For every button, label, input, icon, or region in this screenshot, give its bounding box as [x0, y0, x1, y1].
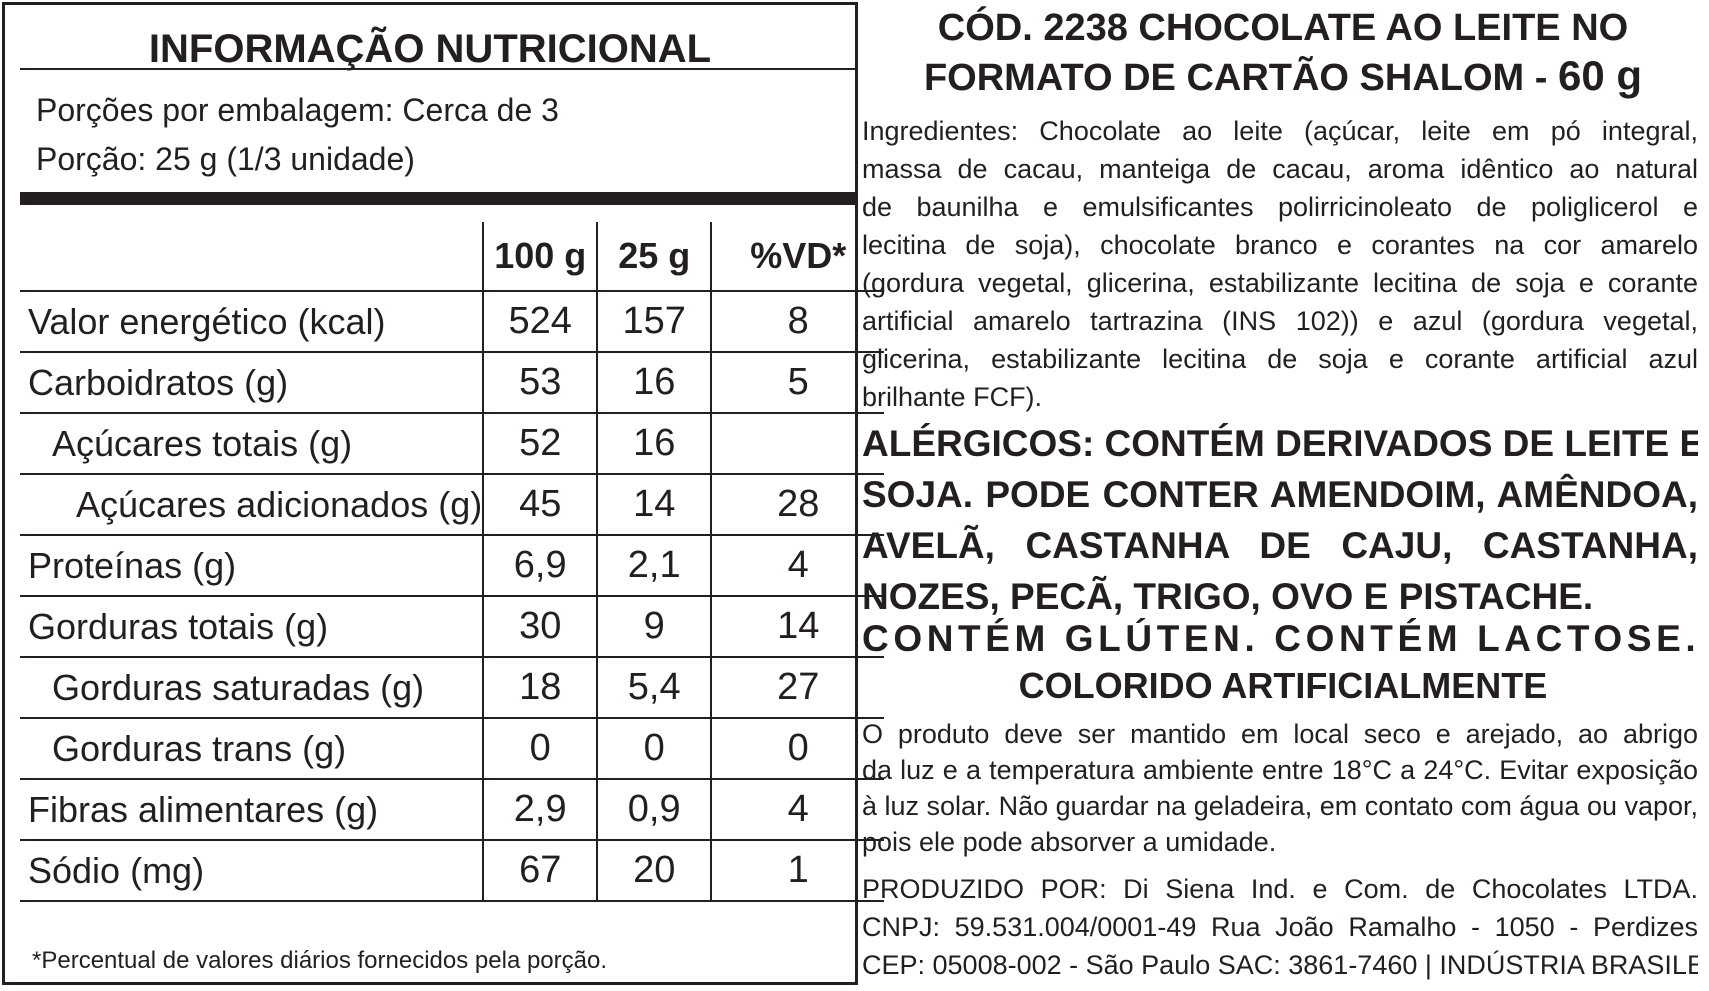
row-value-vd: [710, 412, 885, 475]
servings-per-package: Porções por embalagem: Cerca de 3: [36, 92, 559, 128]
artificial-color-notice: COLORIDO ARTIFICIALMENTE: [1018, 665, 1548, 706]
producer-line: CNPJ: 59.531.004/0001-49 Rua João Ramalh…: [862, 912, 1698, 942]
ingredients-line: (gordura vegetal, glicerina, estabilizan…: [862, 268, 1698, 298]
storage-line: pois ele pode absorver a umidade.: [862, 827, 1277, 857]
header-vd: %VD*: [710, 222, 885, 292]
table-row: Açúcares totais (g) 52 16: [20, 412, 885, 475]
row-value-100g: 18: [482, 656, 599, 719]
row-value-100g: 45: [482, 473, 599, 536]
ingredients-line: brilhante FCF).: [862, 382, 1043, 412]
table-row: Carboidratos (g) 53 16 5: [20, 351, 885, 414]
row-label-sodium: Sódio (mg): [20, 839, 485, 902]
row-label-protein: Proteínas (g): [20, 534, 485, 597]
ingredients-line: lecitina de soja), chocolate branco e co…: [862, 230, 1698, 260]
table-row: Gorduras saturadas (g) 18 5,4 27: [20, 656, 885, 719]
serving-divider: [20, 192, 857, 205]
header-100g: 100 g: [482, 222, 599, 292]
ingredients-block: Ingredientes: Chocolate ao leite (açúcar…: [862, 112, 1698, 416]
row-value-25g: 157: [596, 290, 713, 353]
nutrition-title: INFORMAÇÃO NUTRICIONAL: [148, 27, 712, 71]
ingredients-line: artificial amarelo tartrazina (INS 102))…: [862, 306, 1698, 336]
allergens-line: ALÉRGICOS: CONTÉM DERIVADOS DE LEITE E: [862, 423, 1698, 464]
row-value-25g: 0: [596, 717, 713, 780]
table-row: Sódio (mg) 67 20 1: [20, 839, 885, 902]
table-row: Gorduras trans (g) 0 0 0: [20, 717, 885, 780]
row-value-100g: 67: [482, 839, 599, 902]
row-value-vd: 8: [710, 290, 885, 353]
ingredients-line: Ingredientes: Chocolate ao leite (açúcar…: [862, 116, 1698, 146]
storage-line: da luz e a temperatura ambiente entre 18…: [862, 755, 1698, 785]
product-title: CÓD. 2238 CHOCOLATE AO LEITE NO FORMATO …: [862, 4, 1704, 102]
allergens-line: NOZES, PECÃ, TRIGO, OVO E PISTACHE.: [862, 576, 1594, 617]
row-value-100g: 6,9: [482, 534, 599, 597]
product-weight: 60 g: [1557, 52, 1643, 99]
serving-size: Porção: 25 g (1/3 unidade): [36, 141, 415, 177]
row-value-25g: 0,9: [596, 778, 713, 841]
row-value-25g: 9: [596, 595, 713, 658]
row-value-100g: 53: [482, 351, 599, 414]
allergens-line: SOJA. PODE CONTER AMENDOIM, AMÊNDOA,: [862, 474, 1698, 515]
row-label-trans-fat: Gorduras trans (g): [20, 717, 485, 780]
product-title-line-2: FORMATO DE CARTÃO SHALOM - 60 g: [862, 52, 1704, 102]
row-value-100g: 52: [482, 412, 599, 475]
producer-info: PRODUZIDO POR: Di Siena Ind. e Com. de C…: [862, 870, 1698, 984]
row-value-25g: 16: [596, 412, 713, 475]
row-value-25g: 5,4: [596, 656, 713, 719]
row-label-saturated-fat: Gorduras saturadas (g): [20, 656, 485, 719]
product-title-line-1: CÓD. 2238 CHOCOLATE AO LEITE NO: [937, 7, 1629, 49]
table-row: Açúcares adicionados (g) 45 14 28: [20, 473, 885, 536]
row-label-added-sugars: Açúcares adicionados (g): [20, 473, 485, 536]
row-label-fiber: Fibras alimentares (g): [20, 778, 485, 841]
row-label-carbs: Carboidratos (g): [20, 351, 485, 414]
nutrition-header-row: 100 g 25 g %VD*: [20, 222, 885, 292]
storage-instructions: O produto deve ser mantido em local seco…: [862, 716, 1698, 860]
row-value-100g: 30: [482, 595, 599, 658]
table-row: Valor energético (kcal) 524 157 8: [20, 290, 885, 353]
allergens-line: AVELÃ, CASTANHA DE CAJU, CASTANHA,: [862, 525, 1698, 566]
header-nutrient: [20, 222, 485, 292]
row-value-vd: 14: [710, 595, 885, 658]
header-25g: 25 g: [596, 222, 713, 292]
row-value-25g: 16: [596, 351, 713, 414]
table-row: Fibras alimentares (g) 2,9 0,9 4: [20, 778, 885, 841]
row-value-vd: 5: [710, 351, 885, 414]
allergens-block: ALÉRGICOS: CONTÉM DERIVADOS DE LEITE E S…: [862, 418, 1698, 622]
row-value-vd: 27: [710, 656, 885, 719]
producer-line: PRODUZIDO POR: Di Siena Ind. e Com. de C…: [862, 874, 1698, 904]
storage-line: O produto deve ser mantido em local seco…: [862, 719, 1698, 749]
row-value-25g: 14: [596, 473, 713, 536]
row-label-total-fat: Gorduras totais (g): [20, 595, 485, 658]
ingredients-line: glicerina, estabilizante lecitina de soj…: [862, 344, 1698, 374]
gluten-lactose-warning: CONTÉM GLÚTEN. CONTÉM LACTOSE.: [862, 618, 1701, 659]
row-value-vd: 4: [710, 534, 885, 597]
ingredients-line: de baunilha e emulsificantes polirricino…: [862, 192, 1698, 222]
row-value-vd: 1: [710, 839, 885, 902]
row-label-total-sugars: Açúcares totais (g): [20, 412, 485, 475]
nutrition-table: 100 g 25 g %VD* Valor energético (kcal) …: [20, 222, 885, 902]
row-value-25g: 20: [596, 839, 713, 902]
table-row: Gorduras totais (g) 30 9 14: [20, 595, 885, 658]
row-value-vd: 0: [710, 717, 885, 780]
product-title-name: FORMATO DE CARTÃO SHALOM -: [923, 57, 1558, 99]
daily-value-footnote: *Percentual de valores diários fornecido…: [32, 947, 608, 974]
row-label-energy: Valor energético (kcal): [20, 290, 485, 353]
ingredients-line: massa de cacau, manteiga de cacau, aroma…: [862, 154, 1698, 184]
row-value-100g: 524: [482, 290, 599, 353]
row-value-100g: 0: [482, 717, 599, 780]
row-value-100g: 2,9: [482, 778, 599, 841]
storage-line: à luz solar. Não guardar na geladeira, e…: [862, 791, 1698, 821]
row-value-vd: 4: [710, 778, 885, 841]
row-value-25g: 2,1: [596, 534, 713, 597]
row-value-vd: 28: [710, 473, 885, 536]
title-divider: [20, 68, 857, 70]
table-row: Proteínas (g) 6,9 2,1 4: [20, 534, 885, 597]
producer-line: CEP: 05008-002 - São Paulo SAC: 3861-746…: [862, 950, 1698, 980]
